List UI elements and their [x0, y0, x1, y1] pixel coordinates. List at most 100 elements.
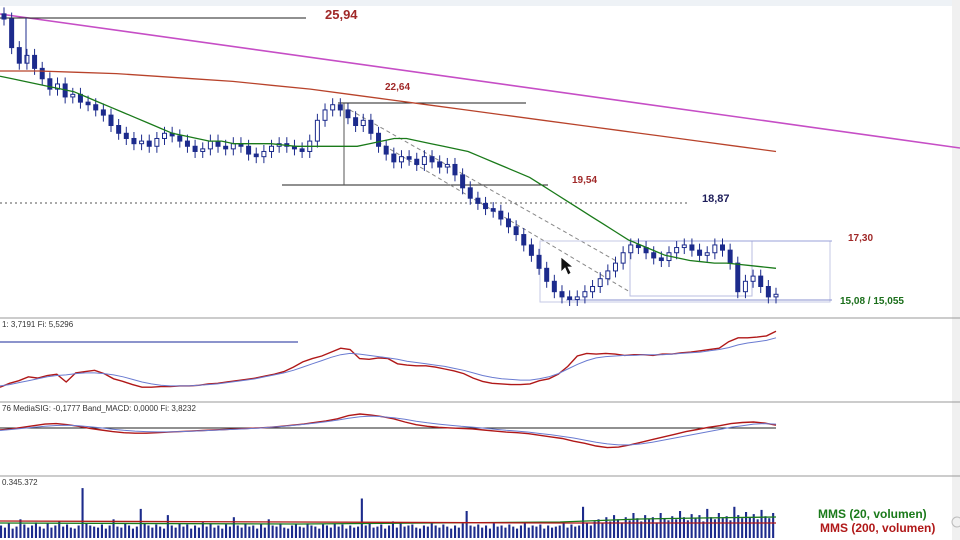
top-strip: [0, 0, 960, 6]
candle: [368, 119, 374, 134]
volume-bar: [298, 526, 301, 538]
volume-bar: [221, 528, 224, 538]
volume-bar: [120, 527, 123, 538]
volume-bar: [644, 515, 647, 538]
volume-bar: [194, 525, 197, 538]
candle: [635, 244, 641, 249]
candle: [55, 83, 61, 90]
candle: [742, 280, 748, 293]
volume-bar: [357, 526, 360, 538]
candle: [590, 285, 596, 293]
volume-bar: [155, 524, 158, 538]
volume-bar: [616, 519, 619, 538]
volume-bar: [566, 527, 569, 538]
volume-bar: [11, 528, 14, 538]
candle: [559, 291, 565, 298]
volume-bar: [384, 528, 387, 538]
volume-bar: [628, 520, 631, 538]
candle: [146, 140, 152, 147]
volume-bar: [310, 525, 313, 538]
volume-bar: [516, 528, 519, 538]
volume-bar: [609, 521, 612, 538]
volume-bar: [360, 498, 363, 538]
volume-bar: [438, 527, 441, 538]
volume-bar: [380, 524, 383, 538]
zoom-icon[interactable]: [951, 516, 960, 528]
volume-bar: [570, 524, 573, 538]
volume-bar: [752, 514, 755, 538]
volume-bar: [333, 523, 336, 538]
volume-bar: [306, 523, 309, 538]
volume-bar: [415, 527, 418, 538]
volume-bar: [527, 527, 530, 538]
candle: [345, 109, 351, 119]
volume-bar: [613, 515, 616, 538]
volume-bar: [535, 526, 538, 538]
volume-bar: [201, 522, 204, 538]
volume-bar: [163, 528, 166, 538]
candle: [154, 137, 160, 147]
candle: [689, 244, 695, 251]
volume-bar: [58, 521, 61, 538]
volume-bar: [314, 526, 317, 538]
candle: [498, 210, 504, 220]
candle: [513, 226, 519, 236]
candle: [383, 145, 389, 155]
legend-mms200: MMS (200, volumen): [820, 521, 935, 535]
volume-bar: [97, 527, 100, 538]
candle: [697, 249, 703, 256]
volume-bar: [27, 527, 30, 538]
volume-bar: [539, 524, 542, 538]
candle: [567, 296, 573, 300]
right-scrollbar[interactable]: [952, 0, 960, 540]
volume-bar: [710, 517, 713, 538]
candle: [765, 285, 771, 298]
volume-bar: [756, 519, 759, 538]
candle: [391, 153, 397, 163]
macd-panel: [0, 413, 777, 449]
volume-bar: [737, 515, 740, 538]
volume-bar: [403, 526, 406, 538]
volume-bar: [492, 523, 495, 538]
candle: [475, 197, 481, 204]
volume-bar: [279, 523, 282, 538]
candle: [353, 117, 359, 127]
volume-bar: [186, 524, 189, 538]
volume-bar: [457, 527, 460, 538]
volume-bar: [741, 518, 744, 538]
volume-bar: [15, 526, 18, 538]
volume-bar: [151, 527, 154, 538]
candle: [184, 140, 190, 147]
volume-bar: [182, 526, 185, 538]
volume-bar: [648, 519, 651, 538]
volume-bar: [562, 523, 565, 538]
volume-bar: [368, 523, 371, 538]
volume-bar: [411, 524, 414, 538]
macd-header: 76 MediaSIG: -0,1777 Band_MACD: 0,0000 F…: [2, 404, 196, 413]
volume-bar: [190, 528, 193, 538]
candle: [177, 135, 183, 142]
volume-bar: [143, 523, 146, 538]
volume-bar: [112, 519, 115, 538]
candle: [330, 104, 336, 111]
volume-bar: [512, 526, 515, 538]
volume-bar: [632, 513, 635, 538]
candle: [139, 140, 145, 145]
candle: [246, 145, 252, 155]
volume-bar: [551, 527, 554, 538]
candle: [773, 293, 779, 298]
trendline-magenta: [0, 13, 960, 149]
volume-bar: [504, 527, 507, 538]
mouse-cursor-icon: [560, 256, 575, 276]
oscillator-panel: [0, 330, 777, 388]
volume-bar: [73, 528, 76, 538]
price-label-1508: 15,08 / 15,055: [840, 296, 904, 307]
volume-bar: [46, 523, 49, 538]
volume-bar: [341, 524, 344, 538]
volume-bar: [450, 528, 453, 538]
volume-bar: [62, 526, 65, 538]
candle: [528, 244, 534, 256]
volume-bar: [372, 527, 375, 538]
